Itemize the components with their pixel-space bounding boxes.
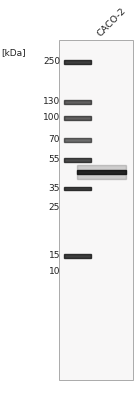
Text: [kDa]: [kDa]: [1, 48, 26, 57]
Bar: [77, 170, 126, 174]
Bar: [64, 100, 91, 104]
Text: 130: 130: [43, 98, 60, 106]
Text: 25: 25: [49, 204, 60, 212]
Text: 10: 10: [49, 268, 60, 276]
Text: 55: 55: [49, 156, 60, 164]
Bar: [64, 158, 91, 162]
Text: 250: 250: [43, 58, 60, 66]
Text: CACO-2: CACO-2: [95, 6, 127, 38]
Bar: [64, 60, 91, 64]
Text: 35: 35: [49, 184, 60, 193]
Bar: [77, 165, 126, 179]
Text: 70: 70: [49, 136, 60, 144]
Text: 15: 15: [49, 252, 60, 260]
Bar: [64, 254, 91, 258]
Bar: [59, 40, 133, 380]
Text: 100: 100: [43, 114, 60, 122]
Bar: [64, 116, 91, 120]
Bar: [64, 187, 91, 190]
Bar: [64, 138, 91, 142]
